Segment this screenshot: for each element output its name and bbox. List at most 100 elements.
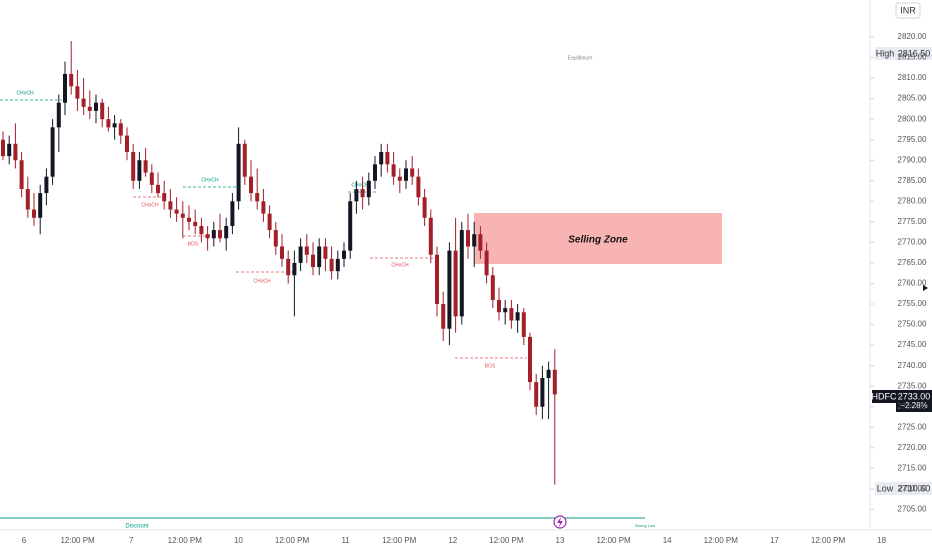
y-tick-label: 2800.00: [898, 114, 927, 123]
low-badge: [875, 482, 896, 495]
candle-body: [422, 197, 427, 218]
candle-body: [552, 369, 557, 395]
candle-body: [87, 106, 92, 111]
candle-body: [354, 188, 359, 202]
candle-body: [19, 160, 24, 189]
x-tick-label: 12:00 PM: [704, 536, 739, 545]
symbol-badge: [872, 390, 896, 403]
symbol: HDFC: [872, 391, 897, 401]
y-tick-label: 2780.00: [898, 196, 927, 205]
candle-body: [162, 193, 167, 202]
high-badge: [875, 47, 896, 60]
candle-body: [94, 102, 98, 111]
y-tick-label: 2805.00: [898, 94, 927, 103]
candle-body: [441, 304, 446, 329]
y-tick-label: 2710.00: [898, 484, 927, 493]
candle-body: [373, 164, 377, 181]
candle-body: [255, 193, 260, 202]
candle-body: [391, 164, 396, 177]
scroll-arrow[interactable]: [923, 285, 928, 291]
candle-body: [112, 123, 117, 128]
bos-label: BOS: [485, 363, 496, 369]
currency[interactable]: INR: [900, 5, 916, 15]
candle-body: [218, 230, 222, 239]
x-tick-label: 10: [234, 536, 243, 545]
x-tick-label: 12:00 PM: [60, 536, 95, 545]
candle-body: [323, 246, 328, 259]
candle-body: [348, 201, 353, 251]
y-tick-label: 2715.00: [898, 463, 927, 472]
candle-body: [131, 152, 136, 181]
candle-body: [459, 230, 464, 317]
choch-label: CHoCH: [141, 202, 159, 208]
candle-body: [174, 209, 179, 214]
y-tick-label: 2740.00: [898, 361, 927, 370]
y-tick-label: 2725.00: [898, 422, 927, 431]
candle-body: [298, 246, 303, 263]
candle-body: [497, 299, 501, 313]
y-tick-label: 2785.00: [898, 176, 927, 185]
candle-body: [521, 312, 526, 337]
candle-body: [1, 139, 5, 157]
candle-body: [187, 217, 191, 222]
candle-body: [236, 143, 241, 202]
discount-label: Discount: [125, 524, 149, 530]
candle-body: [304, 246, 309, 255]
candle-body: [106, 119, 111, 128]
candle-body: [515, 312, 520, 321]
y-tick-label: 2765.00: [898, 258, 927, 267]
y-tick-label: 2750.00: [898, 320, 927, 329]
strong-low-label: Strong Low: [635, 523, 655, 528]
candle-body: [292, 262, 297, 276]
low-price-badge: [896, 482, 932, 495]
x-tick-label: 7: [129, 536, 134, 545]
candle-body: [416, 176, 421, 198]
candle-body: [137, 160, 142, 181]
x-tick-label: 12:00 PM: [811, 536, 846, 545]
candle-body: [156, 184, 160, 194]
candle-body: [81, 98, 86, 107]
candle-body: [211, 230, 216, 239]
candle-body: [335, 258, 340, 272]
y-tick-label: 2720.00: [898, 443, 927, 452]
candle-body: [447, 250, 452, 329]
candle-body: [435, 254, 439, 305]
candle-body: [56, 102, 61, 128]
x-tick-label: 6: [22, 536, 27, 545]
choch-label: CHoCH: [16, 90, 34, 96]
candle-body: [242, 143, 247, 177]
candle-body: [534, 382, 539, 407]
candle-body: [546, 369, 551, 378]
y-tick-label: 2790.00: [898, 155, 927, 164]
candle-body: [397, 176, 402, 181]
candle-body: [428, 217, 433, 255]
selling-zone: [474, 213, 722, 264]
candle-body: [50, 127, 55, 177]
y-tick-label: 2755.00: [898, 299, 927, 308]
structure-lines: [0, 99, 527, 359]
candle-body: [484, 250, 489, 276]
candle-body: [472, 234, 477, 247]
candle-body: [7, 143, 12, 157]
plot: [1, 41, 557, 485]
y-tick-label: 2820.00: [898, 32, 927, 41]
candle-body: [118, 123, 123, 136]
candle-body: [69, 73, 74, 87]
choch-label: CHoCH: [391, 262, 409, 268]
candle-body: [261, 201, 266, 214]
selling-zone-label: Selling Zone: [568, 235, 628, 246]
candle-body: [509, 308, 514, 321]
y-tick-label: 2760.00: [898, 279, 927, 288]
candle-body: [317, 246, 322, 268]
x-tick-label: 12:00 PM: [275, 536, 310, 545]
candle-body: [404, 168, 408, 181]
currency-box[interactable]: [895, 2, 921, 19]
candle-body: [503, 308, 508, 313]
candle-body: [193, 221, 198, 226]
high-price-badge: [896, 47, 932, 60]
x-tick-label: 13: [556, 536, 565, 545]
y-tick-label: 2745.00: [898, 340, 927, 349]
candle-body: [280, 246, 284, 259]
x-tick-label: 11: [341, 536, 350, 545]
